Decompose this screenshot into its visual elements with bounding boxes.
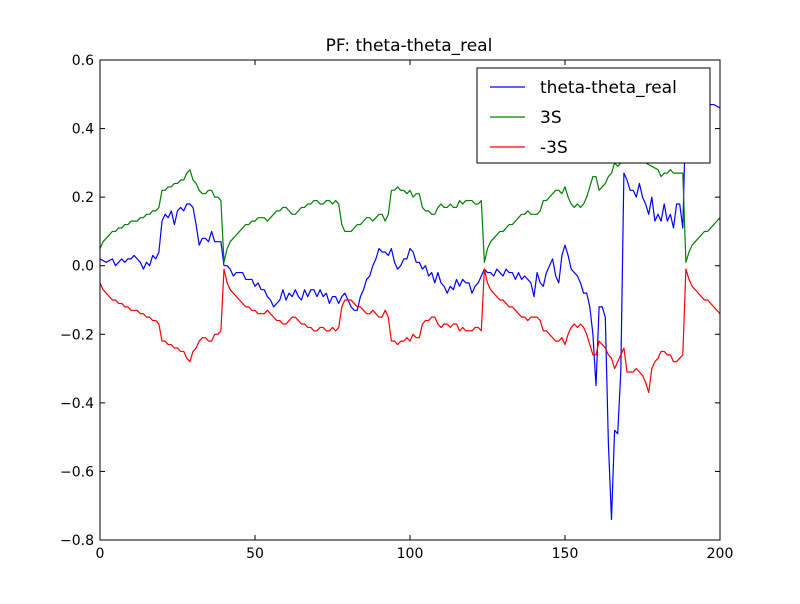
- y-tick-label: −0.6: [60, 464, 94, 480]
- y-tick-label: 0.2: [72, 190, 94, 206]
- y-tick-label: 0.0: [72, 259, 94, 275]
- axis-ticks: 0 50 100 150 200 −0.8 −0.6 −0.4 −0.2 0.0 0.2 0.4 0.6: [60, 53, 733, 562]
- y-tick-label: −0.2: [60, 327, 94, 343]
- series-line-2: [100, 268, 720, 394]
- legend-label-0: theta-theta_real: [540, 78, 677, 98]
- x-tick-label: 0: [96, 546, 105, 562]
- legend: theta-theta_real 3S -3S: [476, 67, 711, 164]
- y-tick-label: 0.4: [72, 122, 94, 138]
- y-tick-label: 0.6: [72, 53, 94, 69]
- series-line-1: [100, 162, 720, 263]
- x-tick-label: 200: [707, 546, 734, 562]
- y-tick-label: −0.8: [60, 533, 94, 549]
- series-line-0: [100, 93, 720, 521]
- legend-label-2: -3S: [540, 138, 568, 158]
- x-tick-label: 150: [552, 546, 579, 562]
- series-layer: [100, 93, 720, 521]
- x-tick-label: 100: [397, 546, 424, 562]
- legend-label-1: 3S: [540, 108, 562, 128]
- x-tick-label: 50: [246, 546, 264, 562]
- chart-title: PF: theta-theta_real: [326, 36, 493, 56]
- plot-frame: [99, 59, 721, 541]
- y-tick-label: −0.4: [60, 396, 94, 412]
